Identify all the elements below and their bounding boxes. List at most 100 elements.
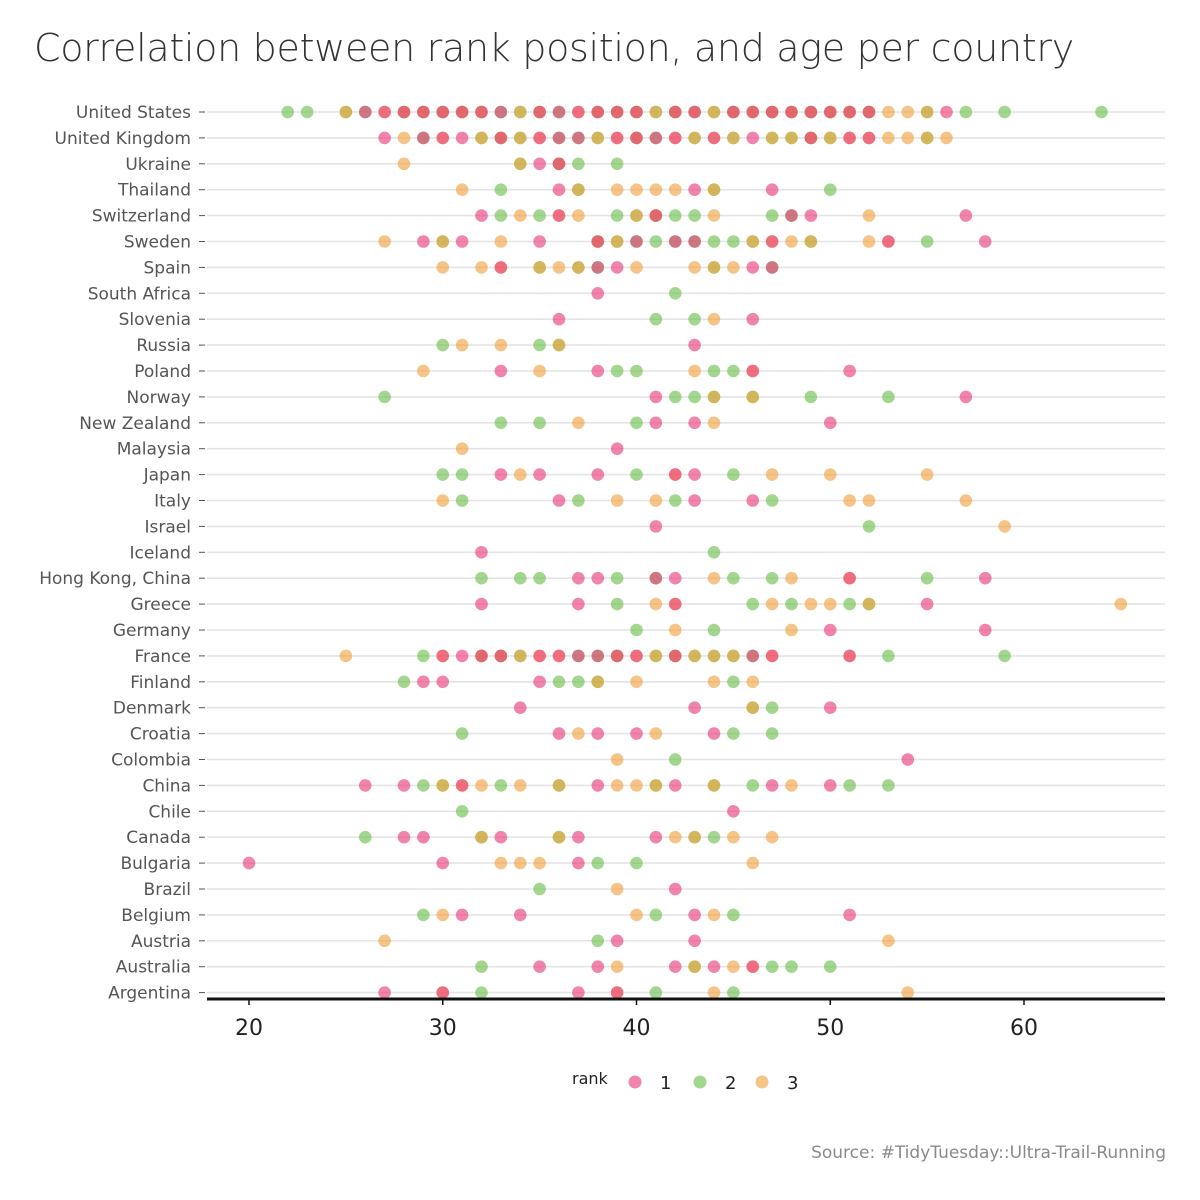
data-point-rank-3 [649, 779, 663, 792]
country-label: Bulgaria [121, 854, 192, 874]
data-point-rank-3 [746, 390, 760, 404]
data-point-rank-2 [668, 494, 682, 507]
data-point-rank-3 [417, 364, 430, 378]
data-point-rank-2 [882, 390, 895, 404]
data-point-rank-3 [688, 364, 701, 378]
data-point-rank-1 [746, 105, 760, 119]
data-point-rank-1 [533, 649, 546, 663]
data-point-rank-2 [765, 494, 779, 507]
data-point-rank-1 [610, 934, 624, 948]
data-point-rank-2 [649, 986, 663, 999]
data-point-rank-1 [843, 571, 856, 585]
data-point-rank-1 [436, 105, 450, 119]
data-point-rank-3 [630, 209, 643, 222]
data-point-rank-2 [630, 364, 643, 378]
data-point-rank-3 [727, 960, 740, 973]
data-point-rank-1 [475, 546, 488, 559]
data-point-rank-3 [572, 727, 585, 740]
data-point-rank-3 [649, 727, 663, 740]
data-point-rank-2 [378, 390, 391, 404]
data-point-rank-1 [494, 364, 508, 378]
data-point-rank-1 [765, 261, 779, 274]
data-point-rank-1 [688, 338, 701, 352]
country-label: Thailand [117, 181, 191, 201]
data-point-rank-1 [455, 235, 469, 248]
data-point-rank-2 [707, 235, 721, 248]
data-point-rank-3 [591, 131, 605, 145]
data-point-rank-2 [920, 235, 934, 248]
data-point-rank-3 [707, 649, 721, 663]
data-point-rank-3 [727, 131, 740, 145]
data-point-rank-1 [804, 131, 818, 145]
data-point-rank-1 [397, 779, 411, 792]
data-point-rank-2 [649, 908, 663, 922]
data-point-rank-2 [688, 390, 701, 404]
data-point-rank-2 [707, 623, 721, 637]
data-point-rank-1 [843, 364, 856, 378]
data-point-rank-3 [610, 960, 624, 973]
data-point-rank-2 [455, 727, 469, 740]
data-point-rank-1 [494, 105, 508, 119]
country-label: Colombia [111, 751, 191, 771]
data-point-rank-1 [475, 649, 488, 663]
data-point-rank-2 [823, 183, 837, 196]
data-point-rank-3 [552, 338, 566, 352]
data-point-rank-2 [475, 960, 488, 973]
data-point-rank-3 [707, 986, 721, 999]
legend-label: 1 [660, 1073, 671, 1094]
country-labels: United States United Kingdom Ukraine Thaila… [39, 103, 205, 1004]
data-point-rank-1 [688, 416, 701, 430]
data-point-rank-3 [765, 131, 779, 145]
data-point-rank-1 [475, 597, 488, 611]
data-point-rank-2 [358, 830, 372, 844]
data-point-rank-2 [707, 546, 721, 559]
data-point-rank-1 [494, 468, 508, 481]
data-point-rank-3 [513, 105, 527, 119]
data-point-rank-3 [707, 416, 721, 430]
data-point-rank-2 [533, 882, 546, 896]
data-point-rank-1 [649, 209, 663, 222]
data-point-rank-1 [649, 520, 663, 533]
country-label: Russia [136, 336, 191, 356]
data-point-rank-2 [727, 908, 740, 922]
data-point-rank-2 [572, 675, 585, 689]
country-label: Chile [148, 802, 191, 822]
data-point-rank-2 [882, 779, 895, 792]
data-point-rank-1 [978, 235, 992, 248]
data-point-rank-3 [630, 779, 643, 792]
x-tick-label: 60 [1010, 1016, 1038, 1041]
data-point-rank-1 [358, 779, 372, 792]
country-label: Croatia [130, 725, 191, 745]
data-point-rank-2 [823, 960, 837, 973]
data-point-rank-2 [533, 416, 546, 430]
data-point-rank-2 [455, 468, 469, 481]
data-point-rank-1 [649, 390, 663, 404]
data-point-rank-1 [572, 830, 585, 844]
data-point-rank-1 [513, 908, 527, 922]
legend-label: 3 [787, 1073, 798, 1094]
data-point-rank-3 [823, 597, 837, 611]
data-point-rank-1 [765, 649, 779, 663]
data-point-rank-3 [533, 856, 546, 870]
data-point-rank-3 [552, 830, 566, 844]
data-point-rank-1 [455, 105, 469, 119]
data-point-rank-1 [552, 209, 566, 222]
data-point-rank-1 [436, 986, 450, 999]
country-label: Greece [130, 595, 191, 615]
data-point-rank-2 [727, 986, 740, 999]
data-point-rank-1 [959, 390, 973, 404]
data-point-rank-3 [533, 261, 546, 274]
x-tick-label: 20 [235, 1016, 263, 1041]
data-point-rank-3 [940, 131, 953, 145]
data-point-rank-1 [882, 235, 895, 248]
data-point-rank-2 [727, 571, 740, 585]
data-point-rank-2 [688, 312, 701, 326]
country-label: Ukraine [125, 155, 191, 175]
data-point-rank-1 [746, 960, 760, 973]
data-point-rank-3 [475, 779, 488, 792]
country-label: Switzerland [92, 207, 191, 227]
data-point-rank-1 [494, 830, 508, 844]
country-label: Denmark [113, 699, 191, 719]
data-point-rank-1 [572, 986, 585, 999]
data-point-rank-3 [707, 105, 721, 119]
